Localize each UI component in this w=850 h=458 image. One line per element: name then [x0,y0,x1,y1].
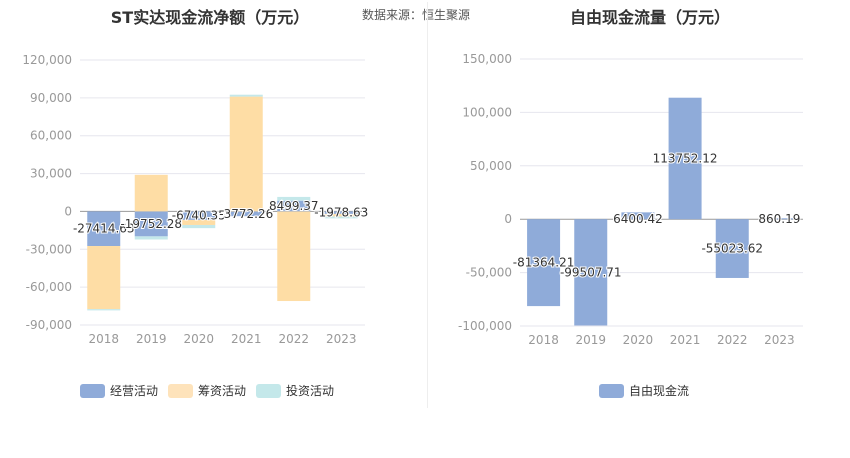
free-cashflow-bar-自由现金流-2021 [668,97,702,220]
cashflow-net-bar-经营活动-2023 [324,211,358,214]
cashflow-net-ytick-label: -90,000 [26,318,72,332]
cashflow-net-bar-筹资活动-2022 [277,211,311,302]
free-cashflow-xtick-label: 2019 [575,333,606,347]
cashflow-net-xtick-label: 2021 [231,332,262,346]
legend-item-financing[interactable]: 筹资活动 [168,382,246,399]
free-cashflow-data-label: 113752.12 [653,151,718,165]
legend-swatch-financing [168,383,194,398]
legend-item-investing[interactable]: 投资活动 [256,382,334,399]
free-cashflow-ytick-label: 0 [504,212,512,226]
legend-label-financing: 筹资活动 [198,384,247,398]
cashflow-net-data-label: -27414.63 [73,222,135,236]
free-cashflow-xtick-label: 2022 [717,333,748,347]
cashflow-net-data-label: -1978.63 [314,206,368,220]
cashflow-net-bar-投资活动-2018 [87,309,121,311]
free-cashflow-bar-自由现金流-2018 [527,219,561,307]
cashflow-net-ytick-label: 0 [64,204,72,218]
data-source-label: 数据来源：恒生聚源 [362,8,471,22]
cashflow-net-bar-筹资活动-2021 [229,96,263,212]
cashflow-net-bar-投资活动-2019 [134,236,168,240]
cashflow-net-ytick-label: -30,000 [26,242,72,256]
free-cashflow-bar-自由现金流-2020 [621,212,655,220]
free-cashflow-ytick-label: 50,000 [470,159,512,173]
free-cashflow-ytick-label: 150,000 [462,52,512,66]
cashflow-net-xtick-label: 2020 [183,332,214,346]
legend-label-operating: 经营活动 [110,384,159,398]
free-cashflow-ytick-label: -50,000 [466,266,512,280]
cashflow-net-xtick-label: 2019 [136,332,167,346]
cashflow-net-bar-筹资活动-2019 [134,174,168,212]
legend-swatch-operating [80,383,105,398]
free-cashflow-data-label: 860.19 [758,212,800,226]
cashflow-net-xtick-label: 2022 [278,332,309,346]
free-cashflow-xtick-label: 2023 [764,333,795,347]
cashflow-net-ytick-label: 90,000 [30,91,72,105]
cashflow-net-data-label: -6740.35 [172,209,226,223]
free-cashflow-xtick-label: 2021 [670,333,701,347]
free-cashflow-xtick-label: 2020 [623,333,654,347]
cashflow-net-bar-筹资活动-2023 [324,213,358,217]
cashflow-net-ytick-label: 30,000 [30,167,72,181]
chart-title-free-cashflow: 自由现金流量（万元） [569,8,730,27]
cashflow-net-xtick-label: 2023 [326,332,357,346]
cashflow-net-bar-经营活动-2022 [277,200,311,212]
cashflow-net-bar-经营活动-2021 [229,211,263,217]
chart-divider [427,2,428,408]
free-cashflow-ytick-label: -100,000 [458,319,512,333]
cashflow-net-bar-投资活动-2022 [277,196,311,201]
cashflow-net-bar-经营活动-2020 [182,211,216,220]
legend-cashflow-net: 经营活动 筹资活动 投资活动 [80,382,344,399]
cashflow-net-bar-投资活动-2021 [229,94,263,97]
free-cashflow-bar-自由现金流-2019 [574,219,608,326]
cashflow-net-ytick-label: 120,000 [22,53,72,67]
free-cashflow-ytick-label: 100,000 [462,105,512,119]
cashflow-net-bar-经营活动-2018 [87,211,121,247]
free-cashflow-data-label: 6400.42 [613,212,663,226]
legend-label-free-cashflow: 自由现金流 [629,384,690,398]
legend-swatch-free-cashflow [599,383,624,398]
cashflow-net-bar-投资活动-2020 [182,224,216,229]
legend-free-cashflow: 自由现金流 [599,382,699,399]
free-cashflow-data-label: -81364.21 [513,256,575,270]
cashflow-net-bar-筹资活动-2020 [182,219,216,225]
legend-label-investing: 投资活动 [286,384,335,398]
free-cashflow-data-label: -55023.62 [701,242,763,256]
chart-title-cashflow-net: ST实达现金流净额（万元） [110,8,310,27]
free-cashflow-xtick-label: 2018 [528,333,559,347]
legend-swatch-investing [256,383,282,398]
free-cashflow-data-label: -99507.71 [560,265,622,279]
legend-item-operating[interactable]: 经营活动 [80,382,158,399]
cashflow-net-data-label: -3772.26 [219,207,273,221]
legend-item-free-cashflow[interactable]: 自由现金流 [599,382,689,399]
free-cashflow-bar-自由现金流-2023 [762,218,796,220]
cashflow-net-data-label: -19752.28 [120,217,182,231]
cashflow-net-ytick-label: 60,000 [30,129,72,143]
cashflow-net-bar-投资活动-2023 [324,216,358,219]
cashflow-net-data-label: 8499.37 [269,199,319,213]
cashflow-net-bar-筹资活动-2018 [87,246,121,310]
cashflow-net-bar-经营活动-2019 [134,211,168,237]
cashflow-net-ytick-label: -60,000 [26,280,72,294]
free-cashflow-bar-自由现金流-2022 [715,219,749,278]
cashflow-net-xtick-label: 2018 [88,332,119,346]
